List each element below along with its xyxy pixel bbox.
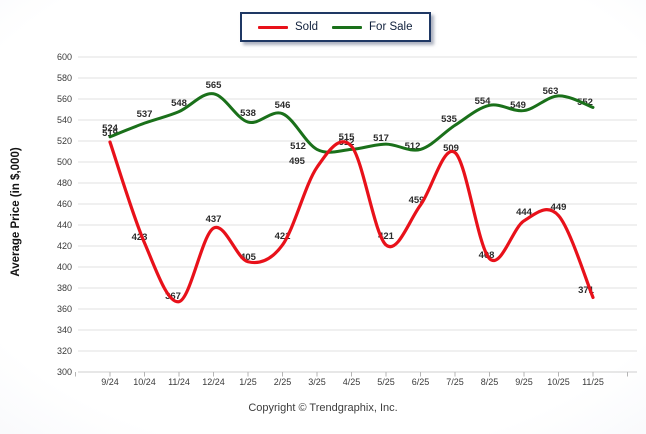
data-label-for-sale: 517 [373,133,389,145]
data-label-for-sale: 535 [441,114,457,126]
x-tick-label: 9/24 [101,377,119,387]
y-tick-label: 320 [56,345,72,356]
y-tick-label: 560 [56,93,72,104]
x-tick-label: 12/24 [202,377,225,387]
sold-line-swatch [258,25,288,29]
data-label-for-sale: 524 [102,122,118,134]
data-label-for-sale: 548 [171,97,187,109]
y-tick-label: 500 [56,156,72,167]
data-label-for-sale: 512 [338,137,355,149]
x-tick-label: 1/25 [239,377,257,387]
chart-legend: Sold For Sale [240,12,431,42]
y-tick-label: 400 [56,261,72,272]
data-label-sold: 495 [289,156,305,168]
data-label-sold: 509 [443,142,459,154]
x-tick-label: 7/25 [446,377,464,387]
x-tick-label: 10/25 [547,377,570,387]
data-label-sold: 423 [131,231,148,243]
x-tick-label: 5/25 [377,377,395,387]
data-label-sold: 405 [240,251,256,263]
y-tick-label: 480 [56,177,72,188]
x-tick-label: 6/25 [411,377,430,387]
data-label-for-sale: 538 [240,108,256,120]
data-label-sold: 371 [578,285,594,297]
x-tick-label: 2/25 [273,377,292,387]
data-label-for-sale: 554 [474,96,491,108]
data-label-sold: 449 [550,201,567,213]
x-tick-label: 11/25 [582,377,604,387]
x-tick-label: 9/25 [515,377,533,387]
data-label-for-sale: 563 [542,85,559,97]
data-label-for-sale: 552 [577,97,593,109]
y-tick-label: 380 [56,282,72,293]
copyright-text: Copyright © Trendgraphix, Inc. [248,402,398,414]
y-tick-label: 420 [56,240,72,251]
y-axis-title: Average Price (in $,000) [10,147,22,277]
data-label-for-sale: 565 [205,79,222,91]
sold-line [108,140,595,304]
legend-item-sold: Sold [258,21,318,33]
x-tick-label: 8/25 [480,377,499,387]
data-label-for-sale: 546 [274,99,291,111]
y-tick-label: 600 [56,51,72,62]
data-label-sold: 437 [205,214,222,226]
x-tick-label: 11/24 [168,377,190,387]
data-label-for-sale: 512 [290,141,306,153]
data-label-for-sale: 549 [510,99,526,111]
y-tick-label: 340 [56,324,72,335]
data-label-for-sale: 537 [136,109,153,121]
data-label-sold: 421 [378,230,394,242]
y-tick-label: 300 [56,366,72,377]
y-tick-label: 440 [56,219,72,230]
x-tick-label: 4/25 [342,377,361,387]
y-tick-label: 580 [56,72,72,83]
y-tick-label: 540 [56,114,72,125]
y-tick-label: 460 [56,198,72,209]
data-label-sold: 444 [516,206,532,218]
legend-label-for-sale: For Sale [369,21,413,33]
y-tick-label: 520 [56,135,72,146]
for-sale-line-swatch [332,25,363,29]
data-label-for-sale: 512 [404,141,421,153]
x-tick-label: 3/25 [308,377,326,387]
legend-item-for-sale: For Sale [332,21,413,33]
y-tick-label: 360 [56,303,72,314]
legend-label-sold: Sold [295,21,319,33]
data-label-sold: 367 [165,290,181,302]
data-label-sold: 459 [408,195,425,207]
x-tick-label: 10/24 [133,377,156,387]
data-label-sold: 421 [274,230,291,242]
data-label-sold: 408 [478,249,495,261]
